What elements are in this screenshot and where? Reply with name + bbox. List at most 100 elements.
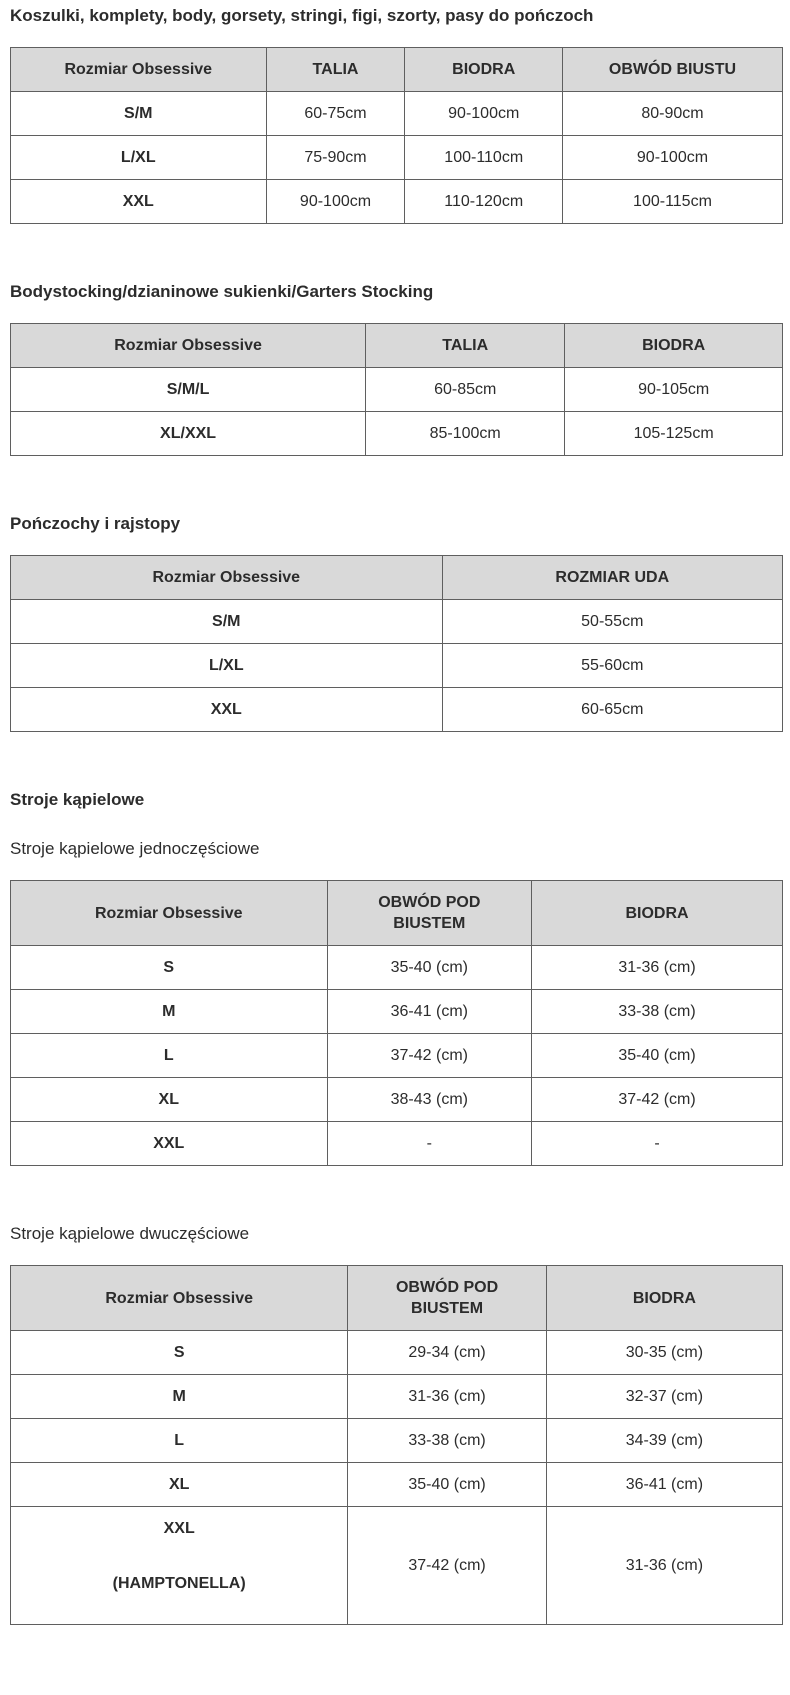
value-cell: 80-90cm <box>561 91 784 136</box>
value-cell: 36-41 (cm) <box>326 989 533 1034</box>
value-cell: 29-34 (cm) <box>347 1330 547 1375</box>
table-header-row: Rozmiar Obsessive OBWÓD POD BIUSTEM BIOD… <box>9 1265 784 1331</box>
section-title-bodystocking: Bodystocking/dzianinowe sukienki/Garters… <box>10 282 434 301</box>
header-cell-biodra: BIODRA <box>531 880 783 946</box>
size-label: XXL <box>163 1520 195 1537</box>
header-cell-biodra: BIODRA <box>545 1265 784 1331</box>
value-cell: 30-35 (cm) <box>545 1330 784 1375</box>
size-cell: S/M/L <box>9 367 367 412</box>
table-row: XL 38-43 (cm) 37-42 (cm) <box>10 1077 783 1122</box>
table-header-row: Rozmiar Obsessive ROZMIAR UDA <box>10 555 784 600</box>
value-cell: 35-40 (cm) <box>326 945 533 990</box>
value-cell: 33-38 (cm) <box>347 1418 547 1463</box>
value-cell: 100-115cm <box>561 179 784 224</box>
header-cell-rozmiar: Rozmiar Obsessive <box>9 1265 349 1331</box>
size-cell: XXL <box>10 1121 328 1166</box>
table-row: S 35-40 (cm) 31-36 (cm) <box>10 945 783 990</box>
size-cell: L <box>9 1418 349 1463</box>
section-subtitle-dwuczesciowe: Stroje kąpielowe dwuczęściowe <box>10 1224 250 1243</box>
value-cell: 33-38 (cm) <box>531 989 783 1034</box>
value-cell: 55-60cm <box>441 643 784 688</box>
size-sublabel: (HAMPTONELLA) <box>112 1575 246 1592</box>
header-cell-rozmiar: Rozmiar Obsessive <box>10 880 328 946</box>
section-title-ponczochy: Pończochy i rajstopy <box>10 514 181 533</box>
header-cell-rozmiar: Rozmiar Obsessive <box>9 323 367 368</box>
value-cell: 60-65cm <box>441 687 784 732</box>
table-header-row: Rozmiar Obsessive TALIA BIODRA <box>9 323 783 368</box>
header-cell-biodra: BIODRA <box>564 323 783 368</box>
header-cell-biodra: BIODRA <box>404 47 563 92</box>
table-row: XXL 60-65cm <box>10 687 784 732</box>
section-title-stroje-kapielowe: Stroje kąpielowe <box>10 790 145 809</box>
table-row: S/M 50-55cm <box>10 599 784 644</box>
value-cell: 90-100cm <box>265 179 406 224</box>
value-cell: - <box>326 1121 533 1166</box>
value-cell: 37-42 (cm) <box>326 1033 533 1078</box>
value-cell: 31-36 (cm) <box>531 945 783 990</box>
table-row: XL/XXL 85-100cm 105-125cm <box>9 411 783 456</box>
table-row: S/M/L 60-85cm 90-105cm <box>9 367 783 412</box>
value-cell: 35-40 (cm) <box>531 1033 783 1078</box>
value-cell: 37-42 (cm) <box>347 1506 547 1625</box>
header-cell-rozmiar-uda: ROZMIAR UDA <box>441 555 784 600</box>
table-row: XL 35-40 (cm) 36-41 (cm) <box>9 1462 784 1507</box>
table-row: S/M 60-75cm 90-100cm 80-90cm <box>10 91 784 136</box>
table-row: L/XL 55-60cm <box>10 643 784 688</box>
header-cell-talia: TALIA <box>365 323 566 368</box>
size-cell: L/XL <box>10 643 443 688</box>
header-line: OBWÓD POD <box>395 1279 499 1296</box>
size-table-dwuczesciowe: Rozmiar Obsessive OBWÓD POD BIUSTEM BIOD… <box>9 1265 784 1625</box>
table-row: L/XL 75-90cm 100-110cm 90-100cm <box>10 135 784 180</box>
value-cell: 50-55cm <box>441 599 784 644</box>
value-cell: 85-100cm <box>365 411 566 456</box>
table-row: L 33-38 (cm) 34-39 (cm) <box>9 1418 784 1463</box>
size-cell: S/M <box>10 91 267 136</box>
header-cell-obwod-pod-biustem: OBWÓD POD BIUSTEM <box>347 1265 547 1331</box>
value-cell: 60-85cm <box>365 367 566 412</box>
value-cell: 60-75cm <box>265 91 406 136</box>
value-cell: 32-37 (cm) <box>545 1374 784 1419</box>
size-table-koszulki: Rozmiar Obsessive TALIA BIODRA OBWÓD BIU… <box>10 47 784 224</box>
size-cell: L/XL <box>10 135 267 180</box>
value-cell: 31-36 (cm) <box>545 1506 784 1625</box>
size-cell: M <box>10 989 328 1034</box>
size-cell: S <box>9 1330 349 1375</box>
table-header-row: Rozmiar Obsessive OBWÓD POD BIUSTEM BIOD… <box>10 880 783 946</box>
size-cell: S/M <box>10 599 443 644</box>
header-cell-obwod-pod-biustem: OBWÓD POD BIUSTEM <box>326 880 533 946</box>
size-cell: XXL (HAMPTONELLA) <box>9 1506 349 1625</box>
size-cell: XXL <box>10 179 267 224</box>
header-cell-obwod-biustu: OBWÓD BIUSTU <box>561 47 784 92</box>
size-table-ponczochy: Rozmiar Obsessive ROZMIAR UDA S/M 50-55c… <box>10 555 784 732</box>
header-line: BIUSTEM <box>393 915 466 932</box>
value-cell: 34-39 (cm) <box>545 1418 784 1463</box>
size-cell: XL <box>10 1077 328 1122</box>
value-cell: 110-120cm <box>404 179 563 224</box>
section-title-koszulki: Koszulki, komplety, body, gorsety, strin… <box>10 6 594 25</box>
value-cell: 36-41 (cm) <box>545 1462 784 1507</box>
value-cell: - <box>531 1121 783 1166</box>
table-row: XXL - - <box>10 1121 783 1166</box>
section-subtitle-jednoczesciowe: Stroje kąpielowe jednoczęściowe <box>10 839 260 858</box>
table-row: M 36-41 (cm) 33-38 (cm) <box>10 989 783 1034</box>
table-row: M 31-36 (cm) 32-37 (cm) <box>9 1374 784 1419</box>
value-cell: 38-43 (cm) <box>326 1077 533 1122</box>
header-cell-rozmiar: Rozmiar Obsessive <box>10 555 443 600</box>
value-cell: 31-36 (cm) <box>347 1374 547 1419</box>
value-cell: 105-125cm <box>564 411 783 456</box>
size-cell: M <box>9 1374 349 1419</box>
header-cell-rozmiar: Rozmiar Obsessive <box>10 47 267 92</box>
value-cell: 35-40 (cm) <box>347 1462 547 1507</box>
size-table-bodystocking: Rozmiar Obsessive TALIA BIODRA S/M/L 60-… <box>9 323 783 456</box>
value-cell: 90-100cm <box>561 135 784 180</box>
value-cell: 100-110cm <box>404 135 563 180</box>
value-cell: 37-42 (cm) <box>531 1077 783 1122</box>
value-cell: 90-105cm <box>564 367 783 412</box>
table-row: XXL 90-100cm 110-120cm 100-115cm <box>10 179 784 224</box>
table-row-xxl-hamptonella: XXL (HAMPTONELLA) 37-42 (cm) 31-36 (cm) <box>9 1506 784 1625</box>
size-cell: L <box>10 1033 328 1078</box>
size-cell: XXL <box>10 687 443 732</box>
header-cell-talia: TALIA <box>265 47 406 92</box>
header-line: BIUSTEM <box>411 1300 484 1317</box>
table-row: S 29-34 (cm) 30-35 (cm) <box>9 1330 784 1375</box>
